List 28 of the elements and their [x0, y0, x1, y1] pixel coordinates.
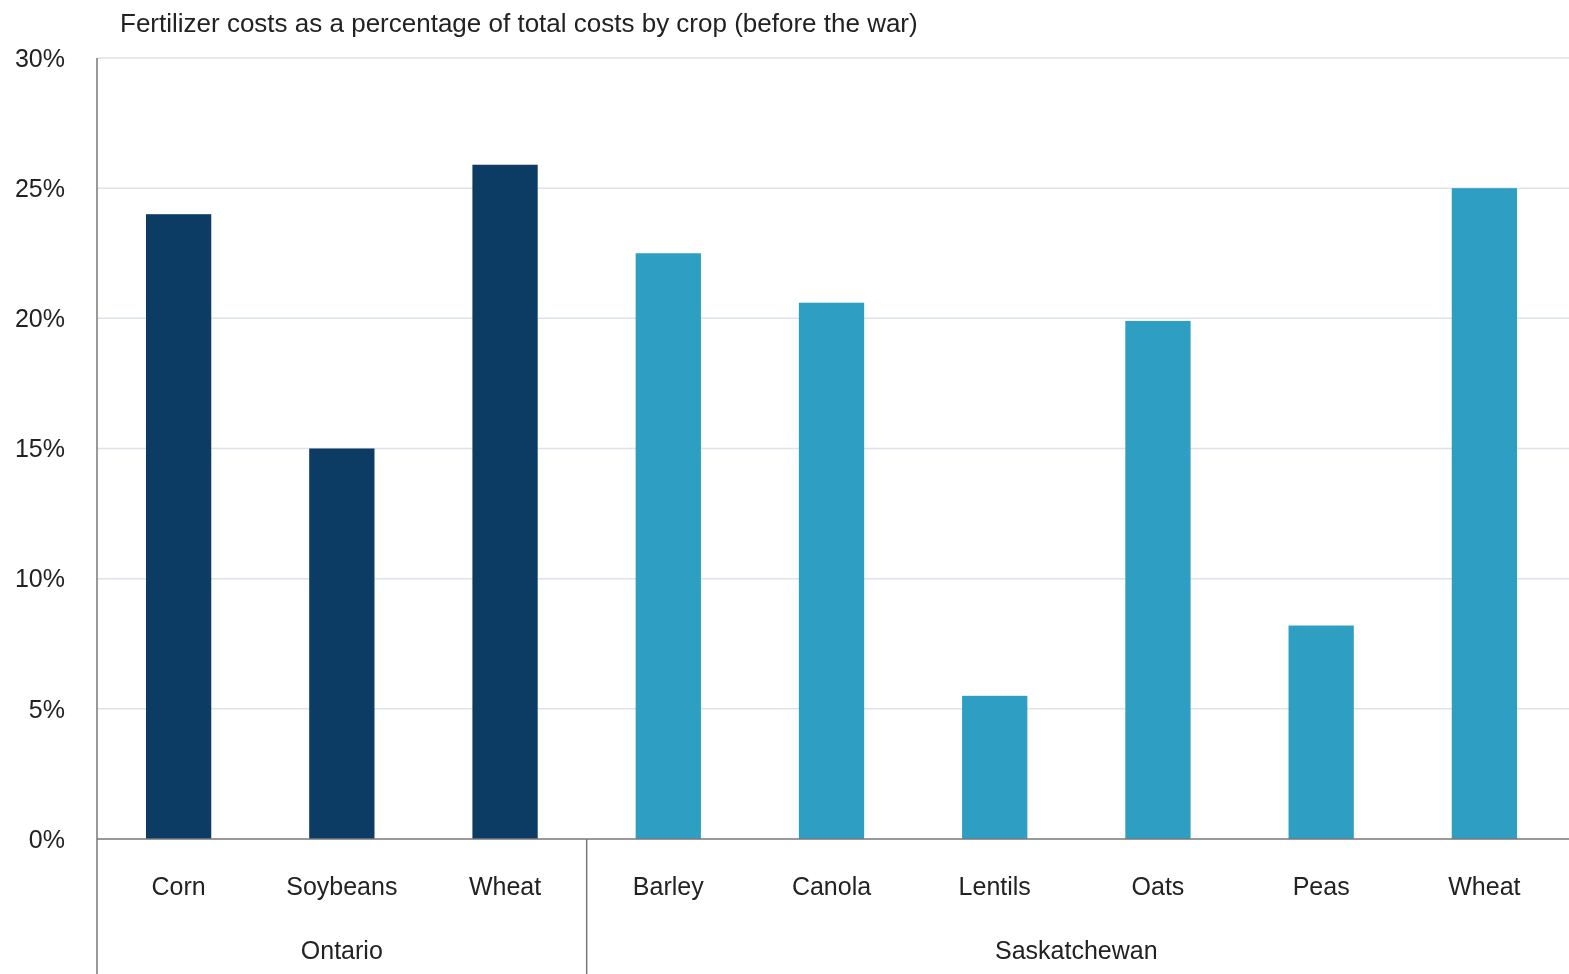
- bar: [962, 695, 1028, 839]
- y-tick-label: 10%: [14, 564, 65, 593]
- x-tick-label: Peas: [1292, 872, 1350, 900]
- text: Saskatchewan: [995, 936, 1158, 964]
- x-tick-label: Barley: [632, 872, 705, 900]
- chart-title: Fertilizer costs as a percentage of total costs by crop (before the war): [120, 8, 918, 38]
- bar: [798, 302, 865, 839]
- x-tick-label: Canola: [791, 872, 872, 900]
- y-tick-label: 20%: [14, 304, 65, 333]
- y-tick-label: 5%: [28, 694, 65, 723]
- x-tick-label: Soybeans: [286, 872, 398, 900]
- x-tick-label: Wheat: [468, 872, 542, 900]
- bar: [1451, 188, 1518, 839]
- bar: [309, 448, 375, 839]
- x-tick-label: Oats: [1131, 872, 1185, 900]
- y-tick-label: 30%: [14, 43, 65, 72]
- y-tick-label: 25%: [14, 173, 65, 202]
- bar: [1288, 625, 1354, 839]
- x-tick-label: Lentils: [958, 872, 1031, 900]
- bar: [472, 164, 538, 839]
- text: Ontario: [300, 936, 383, 964]
- x-tick-label: Corn: [151, 872, 206, 900]
- bar: [1125, 320, 1191, 839]
- y-tick-label: 0%: [28, 824, 65, 853]
- bar: [145, 214, 212, 839]
- bar: [635, 253, 701, 839]
- x-tick-label: Wheat: [1448, 872, 1521, 900]
- y-tick-label: 15%: [14, 434, 65, 463]
